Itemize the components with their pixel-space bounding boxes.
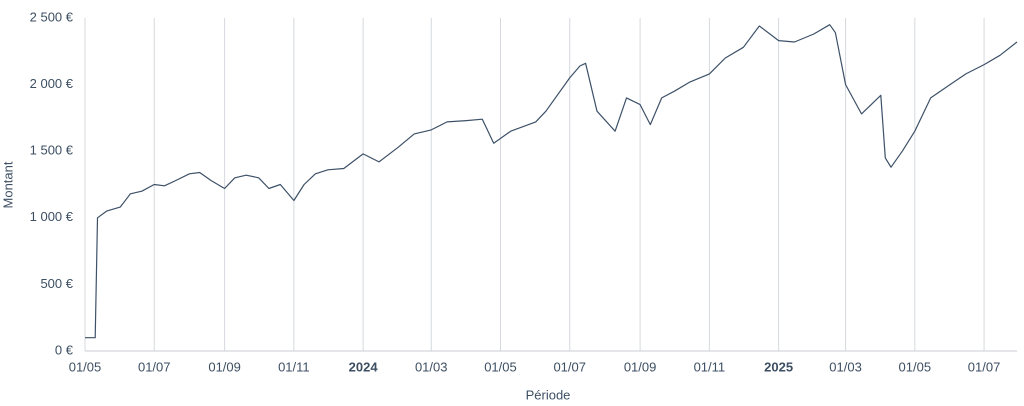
x-tick-label: 01/11 [278,359,310,374]
x-tick-label: 2024 [349,359,379,374]
x-tick-label: 01/05 [69,359,102,374]
x-tick-label: 01/03 [415,359,448,374]
y-tick-label: 1 000 € [30,209,74,224]
y-tick-label: 1 500 € [30,143,74,158]
y-tick-label: 2 500 € [30,9,74,24]
x-tick-label: 01/05 [484,359,517,374]
y-tick-label: 0 € [55,342,74,357]
x-tick-label: 01/07 [553,359,586,374]
x-tick-label: 01/09 [624,359,657,374]
x-tick-label: 2025 [764,359,793,374]
x-axis-title: Période [526,387,571,402]
y-axis-title: Montant [0,161,15,208]
y-tick-label: 500 € [40,276,73,291]
x-tick-label: 01/07 [968,359,1001,374]
x-tick-label: 01/09 [208,359,241,374]
x-tick-label: 01/03 [829,359,862,374]
x-tick-label: 01/05 [899,359,932,374]
y-tick-label: 2 000 € [30,76,74,91]
data-line [85,24,1018,339]
x-tick-label: 01/11 [694,359,726,374]
x-tick-label: 01/07 [138,359,171,374]
